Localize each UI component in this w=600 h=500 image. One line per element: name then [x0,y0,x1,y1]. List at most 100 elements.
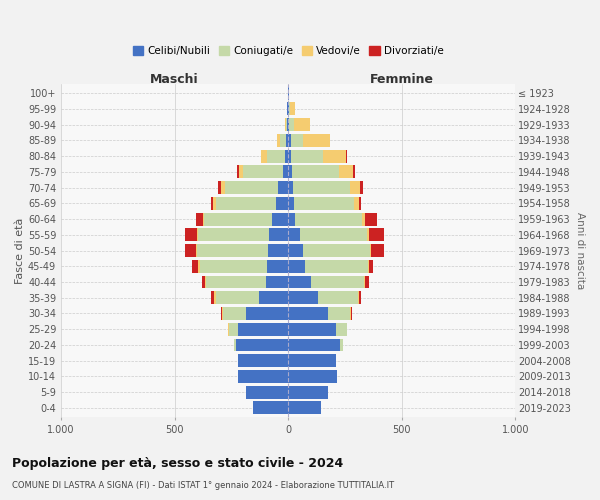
Bar [218,181,221,194]
Bar [229,323,238,336]
Bar [253,402,288,414]
Bar [205,276,206,288]
Bar [289,118,294,131]
Bar [287,102,288,116]
Bar [185,228,197,241]
Bar [358,292,359,304]
Bar [288,166,292,178]
Bar [359,197,361,210]
Bar [228,323,229,336]
Bar [204,212,272,226]
Bar [318,292,358,304]
Text: Popolazione per età, sesso e stato civile - 2024: Popolazione per età, sesso e stato civil… [12,458,343,470]
Bar [185,244,196,257]
Bar [295,212,362,226]
Bar [346,150,347,162]
Bar [364,276,365,288]
Bar [288,181,293,194]
Text: COMUNE DI LASTRA A SIGNA (FI) - Dati ISTAT 1° gennaio 2024 - Elaborazione TUTTIT: COMUNE DI LASTRA A SIGNA (FI) - Dati IST… [12,481,394,490]
Bar [288,323,336,336]
Bar [223,307,246,320]
Bar [211,197,213,210]
Bar [288,354,336,367]
Bar [239,166,243,178]
Bar [289,102,290,116]
Bar [350,181,360,194]
Bar [303,134,330,147]
Bar [246,386,288,398]
Bar [266,276,288,288]
Bar [199,260,200,272]
Bar [286,118,287,131]
Bar [288,134,290,147]
Bar [234,338,236,351]
Bar [288,212,295,226]
Bar [371,244,383,257]
Bar [369,260,373,272]
Bar [369,228,383,241]
Bar [191,260,199,272]
Legend: Celibi/Nubili, Coniugati/e, Vedovi/e, Divorziati/e: Celibi/Nubili, Coniugati/e, Vedovi/e, Di… [129,42,448,60]
Bar [238,323,288,336]
Bar [238,354,288,367]
Bar [286,134,288,147]
Bar [328,307,350,320]
Bar [280,134,286,147]
Bar [294,197,354,210]
Bar [290,102,295,116]
Bar [294,118,310,131]
Bar [365,276,369,288]
Bar [237,166,239,178]
Bar [368,260,369,272]
Bar [288,276,311,288]
Bar [246,307,288,320]
Bar [238,370,288,383]
Bar [288,370,337,383]
Bar [215,197,276,210]
Bar [299,228,367,241]
Bar [340,166,353,178]
Bar [367,228,369,241]
Bar [303,244,370,257]
Bar [276,197,288,210]
Text: Maschi: Maschi [151,73,199,86]
Bar [288,244,303,257]
Bar [360,181,363,194]
Bar [221,181,224,194]
Y-axis label: Fasce di età: Fasce di età [15,218,25,284]
Bar [362,212,365,226]
Bar [288,307,328,320]
Bar [290,134,303,147]
Bar [354,197,359,210]
Bar [202,276,205,288]
Bar [266,260,288,272]
Bar [353,166,355,178]
Bar [259,292,288,304]
Bar [290,150,323,162]
Bar [269,228,288,241]
Bar [288,292,318,304]
Bar [199,228,269,241]
Bar [293,181,350,194]
Bar [288,402,321,414]
Bar [288,338,340,351]
Bar [197,228,199,241]
Bar [213,197,215,210]
Bar [288,260,305,272]
Bar [221,307,223,320]
Bar [197,244,268,257]
Bar [206,276,266,288]
Bar [305,260,368,272]
Bar [268,244,288,257]
Bar [351,307,352,320]
Bar [288,197,294,210]
Bar [261,150,266,162]
Bar [311,276,364,288]
Y-axis label: Anni di nascita: Anni di nascita [575,212,585,289]
Bar [359,292,361,304]
Text: Femmine: Femmine [370,73,434,86]
Bar [287,118,288,131]
Bar [323,150,346,162]
Bar [203,212,204,226]
Bar [272,212,288,226]
